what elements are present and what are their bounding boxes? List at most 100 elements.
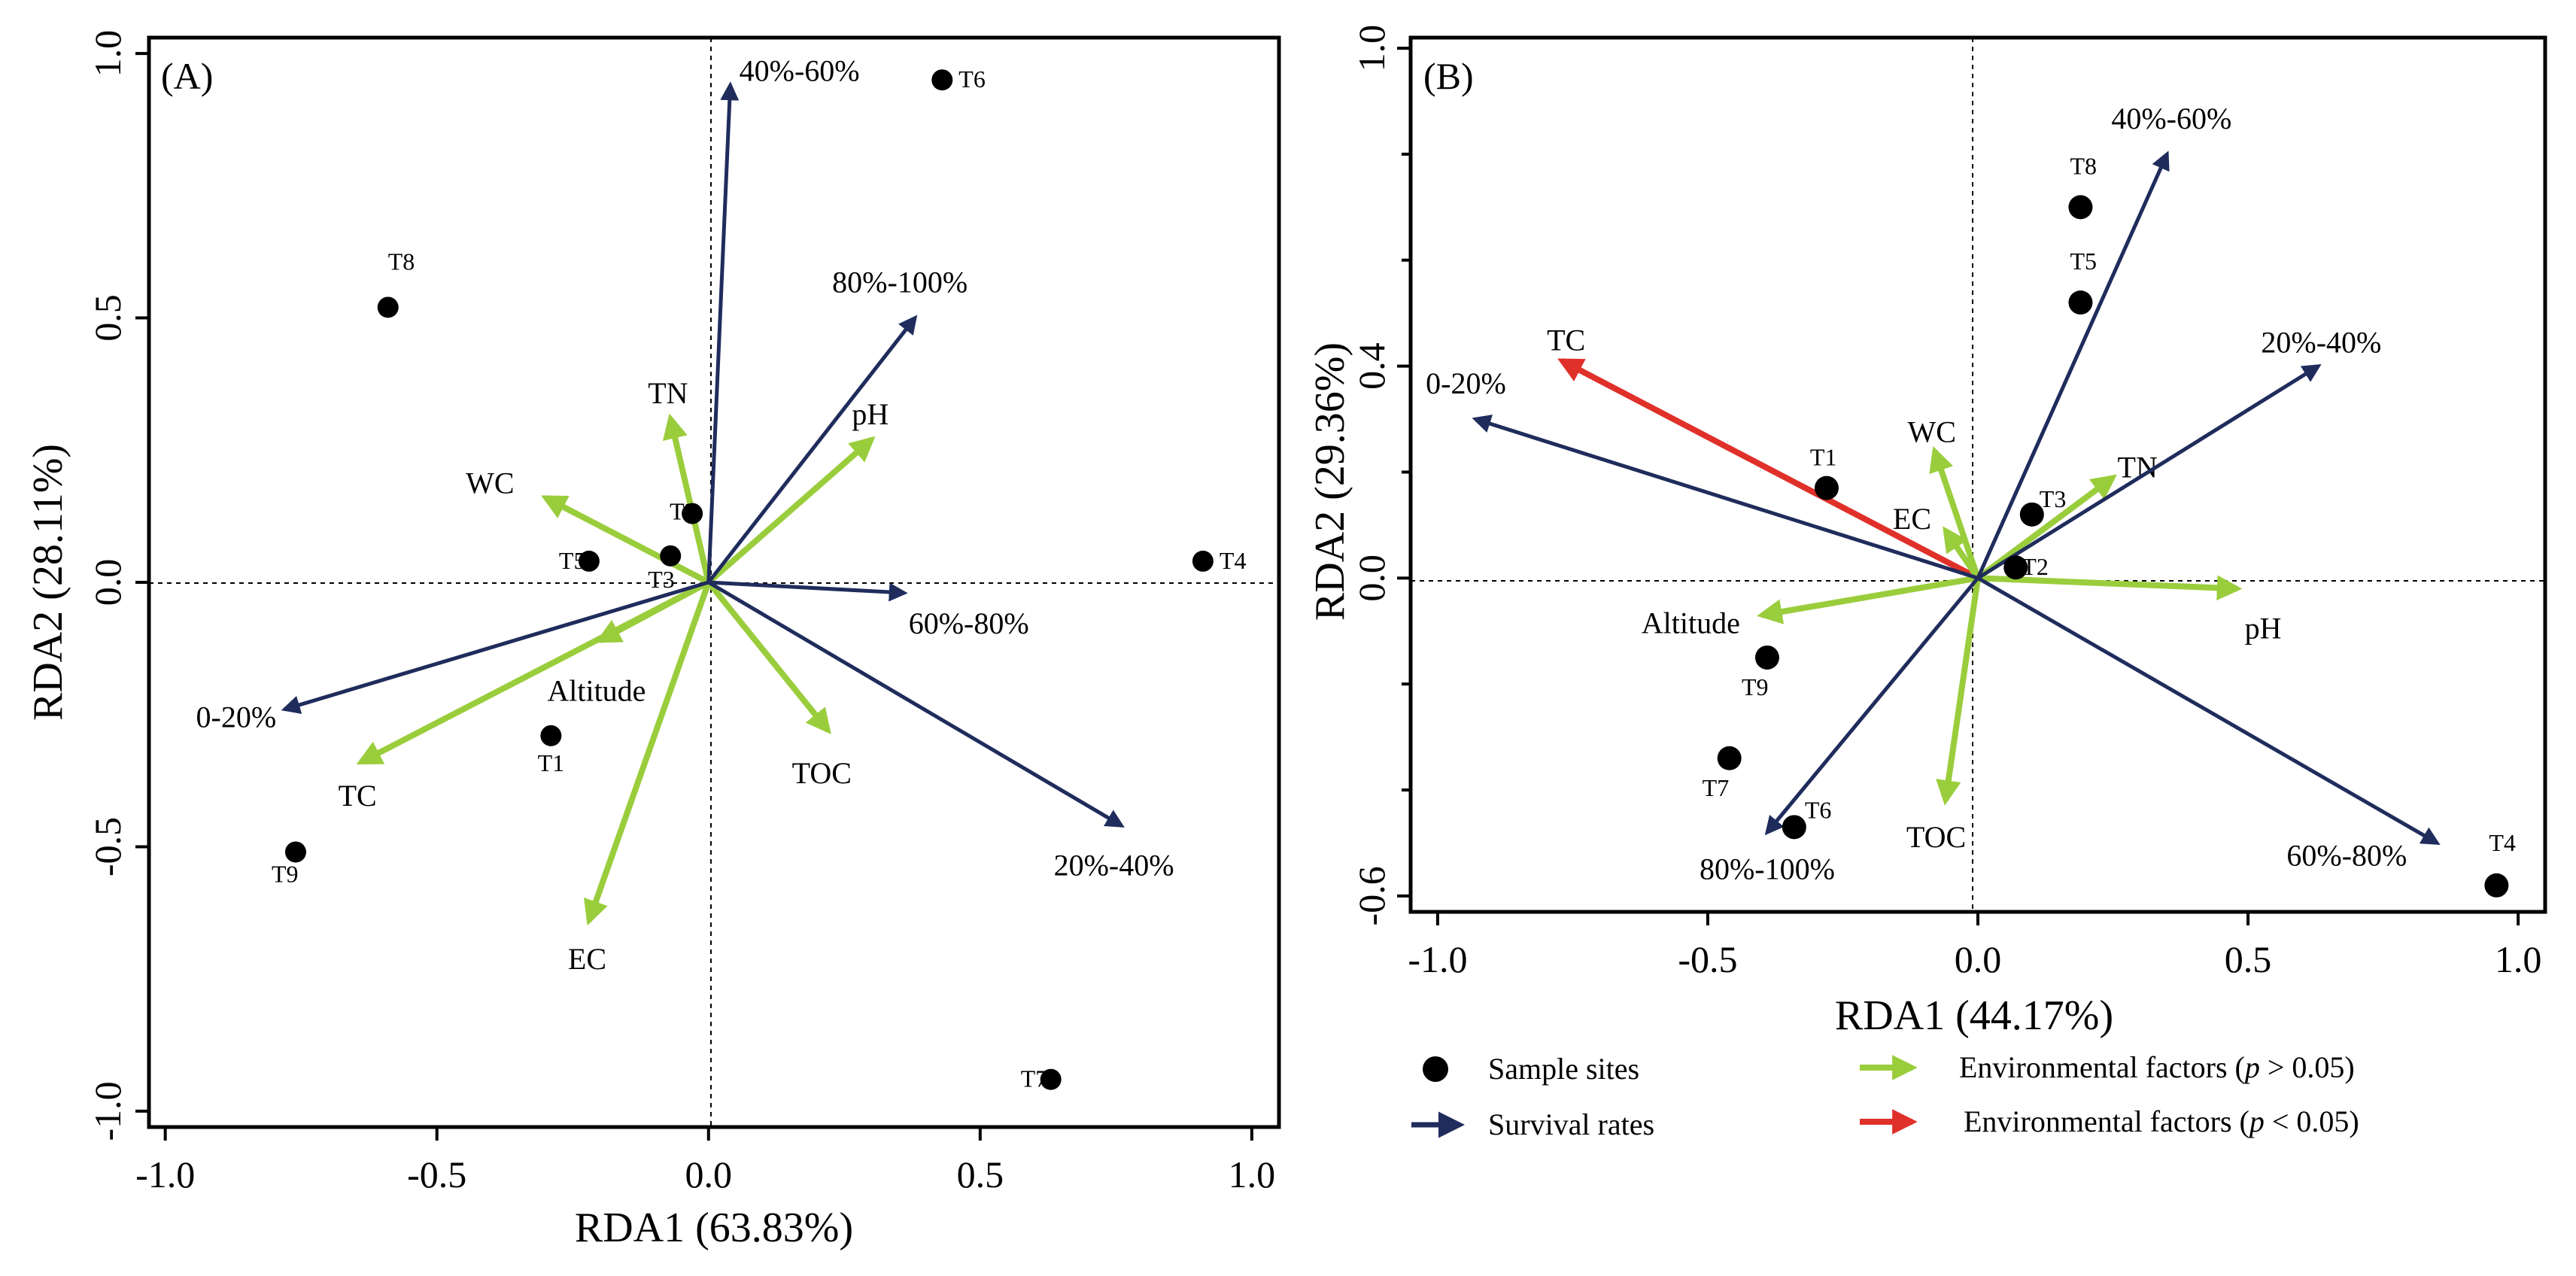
survival-vector-60-80	[708, 580, 908, 602]
y-tick-label: 0.0	[87, 559, 129, 606]
survival-vector-40-60	[1976, 150, 2170, 579]
site-point-t7	[1040, 1068, 1062, 1090]
site-label-t9: T9	[272, 860, 299, 887]
env-vector-label-ec: EC	[568, 942, 606, 976]
env-vector-ph	[1977, 575, 2243, 601]
y-tick-label: -0.5	[87, 817, 129, 876]
x-tick-label: 0.5	[2225, 938, 2272, 980]
site-point-t6	[931, 69, 953, 91]
x-tick-label: 0.0	[1955, 938, 2002, 980]
site-label-t5: T5	[2070, 248, 2097, 275]
survival-vector-label-0-20: 0-20%	[1426, 366, 1506, 400]
site-point-t3	[660, 545, 682, 567]
panel-a-ylabel: RDA2 (28.11%)	[25, 444, 71, 721]
site-point-t1	[540, 725, 562, 746]
site-label-t4: T4	[1220, 547, 1247, 574]
env-vector-label-wc: WC	[1908, 415, 1956, 448]
survival-vector-label-80-100: 80%-100%	[1700, 852, 1835, 886]
panel-b-sites: T1 T2 T3 T4 T5 T6 T7 T8 T9	[1703, 152, 2516, 898]
legend-sample-sites: Sample sites	[1488, 1052, 1639, 1086]
x-tick-label: -0.5	[407, 1153, 466, 1195]
site-label-t1: T1	[538, 749, 565, 776]
env-vector-tc	[1557, 358, 1979, 581]
x-tick-label: -1.0	[135, 1153, 195, 1195]
site-point-t9	[1754, 645, 1779, 670]
x-tick-label: 0.5	[957, 1153, 1004, 1195]
x-tick-label: -0.5	[1678, 938, 1737, 980]
survival-vector-40-60	[706, 81, 740, 583]
env-vector-toc	[706, 580, 831, 735]
panel-a: -1.0 -0.5 0.0 0.5 1.0 -1.0 -0.5 0.0 0.5 1.0 Altit…	[25, 30, 1281, 1251]
x-tick-label: 1.0	[1229, 1153, 1276, 1195]
env-vector-label-ph: pH	[2245, 611, 2282, 645]
env-vector-label-tc: TC	[339, 779, 377, 813]
env-vector-label-tc: TC	[1547, 324, 1585, 357]
panel-b-xlabel: RDA1 (44.17%)	[1835, 992, 2113, 1039]
site-point-t1	[1814, 475, 1839, 500]
legend: Sample sites Survival rates Environmenta…	[1411, 1050, 2359, 1141]
survival-vector-60-80	[1976, 576, 2441, 845]
site-point-t6	[1782, 815, 1806, 840]
site-label-t6: T6	[1805, 796, 1832, 823]
site-label-t3: T3	[2040, 485, 2067, 512]
env-vector-label-wc: WC	[466, 466, 514, 500]
panel-a-vectors: Altitude TC TN WC pH TOC EC 0-20% 20%-40% 40%-60%…	[196, 53, 1174, 976]
env-vector-label-ec: EC	[1893, 502, 1931, 536]
panel-a-ticks: -1.0 -0.5 0.0 0.5 1.0 -1.0 -0.5 0.0 0.5 1.0	[87, 30, 1275, 1195]
panel-b-ylabel: RDA2 (29.36%)	[1307, 342, 1353, 621]
site-point-t8	[377, 296, 399, 318]
site-label-t7: T7	[1703, 774, 1730, 801]
survival-vector-label-60-80: 60%-80%	[2286, 838, 2407, 872]
survival-vector-label-40-60: 40%-60%	[740, 53, 860, 87]
env-vector-label-altitude: Altitude	[547, 673, 646, 707]
legend-survival-rates: Survival rates	[1488, 1107, 1654, 1141]
site-point-t5	[2068, 290, 2093, 315]
x-tick-label: -1.0	[1408, 938, 1467, 980]
y-tick-label: 1.0	[87, 30, 129, 77]
env-vector-ec	[1943, 526, 1981, 580]
env-vector-label-altitude: Altitude	[1642, 606, 1740, 640]
legend-env-sig: Environmental factors (p < 0.05)	[1964, 1104, 2359, 1138]
env-vector-ph	[706, 436, 876, 585]
survival-vector-label-60-80: 60%-80%	[909, 606, 1029, 640]
panel-a-sites: T1 T2 T3 T4 T5 T6 T7 T8 T9	[272, 65, 1246, 1092]
site-label-t4: T4	[2489, 829, 2516, 856]
panel-b-ticks: -1.0 -0.5 0.0 0.5 1.0 -0.6 0.0 0.4 1.0	[1350, 25, 2541, 980]
legend-env-ns: Environmental factors (p > 0.05)	[1959, 1050, 2355, 1084]
panel-b-frame	[1408, 35, 2547, 914]
site-label-t8: T8	[2070, 152, 2097, 179]
survival-vector-label-20-40: 20%-40%	[2261, 326, 2381, 360]
site-label-t5: T5	[559, 547, 586, 574]
env-vector-tc	[356, 579, 710, 765]
panel-b-label: (B)	[1423, 55, 1474, 97]
legend-site-marker	[1423, 1056, 1448, 1082]
panel-a-xlabel: RDA1 (63.83%)	[575, 1205, 853, 1251]
survival-vector-80-100	[1764, 576, 1979, 836]
env-vector-label-toc: TOC	[792, 756, 852, 790]
survival-vector-label-20-40: 20%-40%	[1054, 848, 1174, 882]
env-vector-wc	[541, 494, 710, 585]
y-tick-label: 0.0	[1350, 554, 1393, 602]
site-label-t6: T6	[958, 65, 986, 93]
survival-vector-80-100	[706, 314, 918, 584]
survival-vector-20-40	[1976, 363, 2322, 580]
panel-b-vectors: TCWCECTNpHAltitudeTOC0-20%20%-40%40%-60%…	[1426, 102, 2441, 886]
y-tick-label: -0.6	[1350, 866, 1393, 925]
panel-a-label: (A)	[161, 55, 213, 97]
site-label-t9: T9	[1742, 673, 1769, 700]
survival-vector-20-40	[707, 580, 1125, 828]
y-tick-label: 0.4	[1350, 342, 1393, 390]
site-point-t3	[2019, 502, 2044, 527]
env-vector-ec	[584, 581, 712, 926]
env-vector-toc	[1936, 577, 1981, 806]
x-tick-label: 0.0	[685, 1153, 733, 1195]
y-tick-label: -1.0	[87, 1081, 129, 1141]
survival-vector-label-0-20: 0-20%	[196, 700, 277, 734]
env-vector-altitude	[1757, 575, 1979, 624]
site-point-t5	[578, 550, 600, 572]
survival-vector-label-80-100: 80%-100%	[832, 266, 968, 299]
site-label-t7: T7	[1021, 1065, 1048, 1092]
site-point-t8	[2068, 195, 2093, 220]
env-vector-tn	[662, 413, 712, 583]
